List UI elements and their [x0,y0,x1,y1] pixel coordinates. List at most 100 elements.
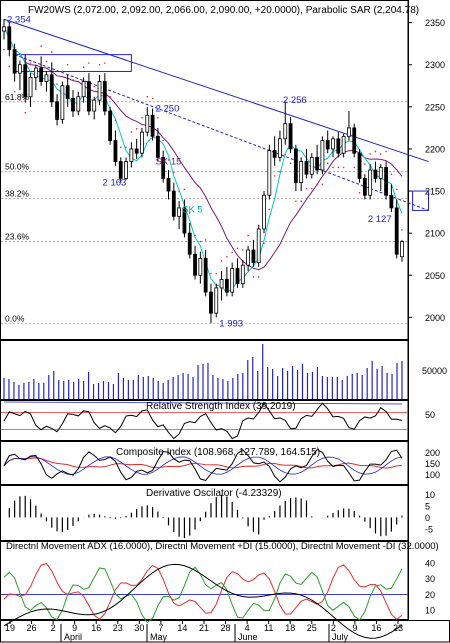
candle-body [293,148,298,184]
sar-dot [337,166,340,169]
x-day-label: 16 [91,623,101,633]
sma-15-line [3,26,403,271]
sar-dot [268,208,271,211]
x-day-label: 9 [352,623,357,633]
sar-dot [252,276,255,278]
sar-dot [310,187,313,190]
derivative-tick-label: -5 [425,524,433,534]
sar-dot [13,90,16,93]
sar-dot [104,62,106,64]
candle-body [224,279,229,293]
candle-body [182,207,187,234]
sar-dot [93,85,96,88]
sar-dot [247,234,249,237]
candle-body [171,190,176,217]
sar-dot [183,188,186,191]
candle-body [28,76,33,98]
sar-dot [173,171,175,174]
candle-body [129,148,134,162]
sar-dot [8,65,11,68]
sar-dot [231,251,233,254]
composite-line [3,448,403,483]
sar-dot [146,95,149,98]
x-month-label: June [238,632,258,642]
candle-body [113,140,118,162]
sar-dot [215,272,218,275]
sma-5-line [3,26,403,294]
derivative-tick-label: 0 [425,513,430,523]
candle-body [389,194,394,209]
sar-dot [204,239,207,241]
candle-body [124,161,128,179]
sar-dot [66,63,69,66]
candle-body [193,253,197,276]
sar-dot [88,62,90,64]
sar-dot [61,70,64,73]
candle-body [309,156,314,175]
candle-body [118,161,123,179]
candle-body [331,138,335,150]
sar-dot [194,234,196,237]
sar-dot [220,260,223,262]
candle-body [235,268,240,285]
adx-line [3,563,403,639]
sar-dot [395,188,398,191]
price-annotation: SK 15 [156,157,182,168]
sar-dot [157,116,159,119]
x-day-label: 11 [264,623,273,633]
sar-dot [178,190,180,192]
candle-body [87,81,91,112]
candle-body [150,114,155,137]
candle-body [362,178,367,196]
x-day-label: 2 [51,623,56,633]
derivative-title: Derivative Oscilator (-4.23329) [146,488,282,499]
sar-dot [109,95,111,98]
x-day-label: 28 [221,623,231,633]
candle-body [81,81,86,98]
sar-dot [3,48,5,51]
x-day-label: 19 [5,623,15,633]
price-tick-label: 2300 [425,60,445,70]
sar-dot [273,175,276,177]
sar-dot [19,99,21,101]
candle-body [283,123,288,140]
sar-dot [369,153,371,155]
trend-line-upper [3,18,429,163]
sar-dot [29,62,32,64]
candle-body [214,287,219,314]
candle-body [97,81,102,101]
candle-body [278,138,282,158]
price-annotation: 2 127 [368,214,392,225]
candle-body [394,207,399,255]
x-day-label: 18 [285,623,295,633]
composite-tick-label: 150 [425,459,440,469]
candle-body [373,169,378,179]
sar-dot [401,228,403,231]
candle-body [49,74,54,103]
sar-dot [321,183,324,186]
x-month-label: April [64,632,82,642]
trend-line-lower [14,54,429,211]
price-annotation: 2 250 [156,104,180,115]
price-tick-label: 2150 [425,187,445,197]
dmi-tick-label: 10 [425,606,435,616]
rsi-trend-line [3,401,403,405]
sar-dot [257,276,260,278]
candle-body [23,64,28,98]
price-annotation: SK 5 [182,205,203,216]
x-day-label: 23 [113,623,123,633]
sar-dot [82,66,85,69]
sar-dot [114,119,117,122]
dmi-title: Directnl Movement ADX (16.0000), Directn… [6,541,439,552]
candle-body [203,258,208,293]
composite-title: Composite Index (108.968, 127.789, 164.5… [116,447,320,458]
minus-di-line [3,563,403,621]
candle-body [55,101,59,120]
candle-body [102,81,107,112]
candle-body [315,156,319,171]
fib-level-label: 23.6% [5,232,30,242]
sar-dot [316,183,318,186]
x-month-label: May [150,632,168,642]
